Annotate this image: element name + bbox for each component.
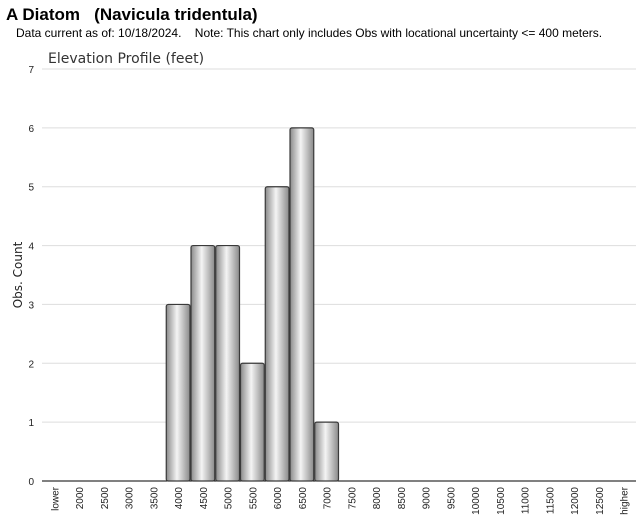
bars bbox=[165, 127, 340, 482]
y-tick-label: 0 bbox=[28, 477, 34, 488]
x-tick-label: higher bbox=[620, 486, 631, 514]
y-tick-label: 1 bbox=[28, 418, 34, 429]
y-tick-label: 6 bbox=[28, 124, 34, 135]
x-tick-label: 5500 bbox=[248, 487, 259, 510]
y-tick-label: 4 bbox=[28, 242, 34, 253]
bar-5000 bbox=[215, 244, 241, 482]
plot-title: Elevation Profile (feet) bbox=[48, 51, 204, 67]
x-tick-label: 11500 bbox=[545, 487, 556, 515]
x-tick-label: 10000 bbox=[471, 487, 482, 515]
chart-title: A Diatom (Navicula tridentula) bbox=[6, 5, 258, 24]
bar-5500 bbox=[239, 362, 265, 482]
x-tick-label: 4500 bbox=[199, 487, 210, 510]
x-tick-label: 5000 bbox=[224, 487, 235, 510]
y-tick-label: 2 bbox=[28, 359, 34, 370]
x-tick-label: 10500 bbox=[496, 487, 507, 515]
labels: 0 1 2 3 4 5 6 7 lower 2000 2500 3000 3500 4000 4500 500… bbox=[11, 51, 631, 515]
x-tick-label: 7000 bbox=[323, 487, 334, 510]
x-tick-label: 3000 bbox=[125, 487, 136, 510]
x-tick-label: 9500 bbox=[446, 487, 457, 510]
bar-6500 bbox=[289, 127, 315, 482]
y-axis-label: Obs. Count bbox=[11, 241, 25, 308]
x-tick-label: 2000 bbox=[75, 487, 86, 510]
bar-7000 bbox=[314, 421, 340, 482]
x-tick-label: 2500 bbox=[100, 487, 111, 510]
x-tick-label: 8500 bbox=[397, 487, 408, 510]
x-tick-label: 8000 bbox=[372, 487, 383, 510]
data-note: Data current as of: 10/18/2024. Note: Th… bbox=[16, 26, 603, 40]
y-tick-label: 3 bbox=[28, 300, 34, 311]
x-tick-label: 4000 bbox=[174, 487, 185, 510]
x-tick-label: lower bbox=[50, 486, 61, 511]
x-tick-label: 12000 bbox=[570, 487, 581, 515]
x-tick-label: 6000 bbox=[273, 487, 284, 510]
x-tick-label: 3500 bbox=[149, 487, 160, 510]
bar-4500 bbox=[190, 244, 216, 482]
grid-lines bbox=[42, 68, 636, 423]
bar-4000 bbox=[165, 303, 191, 482]
x-tick-label: 11000 bbox=[521, 487, 532, 515]
x-tick-label: 7500 bbox=[347, 487, 358, 510]
x-tick-label: 12500 bbox=[595, 487, 606, 515]
x-tick-label: 6500 bbox=[298, 487, 309, 510]
y-tick-label: 5 bbox=[28, 183, 34, 194]
x-tick-label: 9000 bbox=[422, 487, 433, 510]
y-tick-label: 7 bbox=[28, 65, 34, 76]
bar-6000 bbox=[264, 186, 290, 482]
